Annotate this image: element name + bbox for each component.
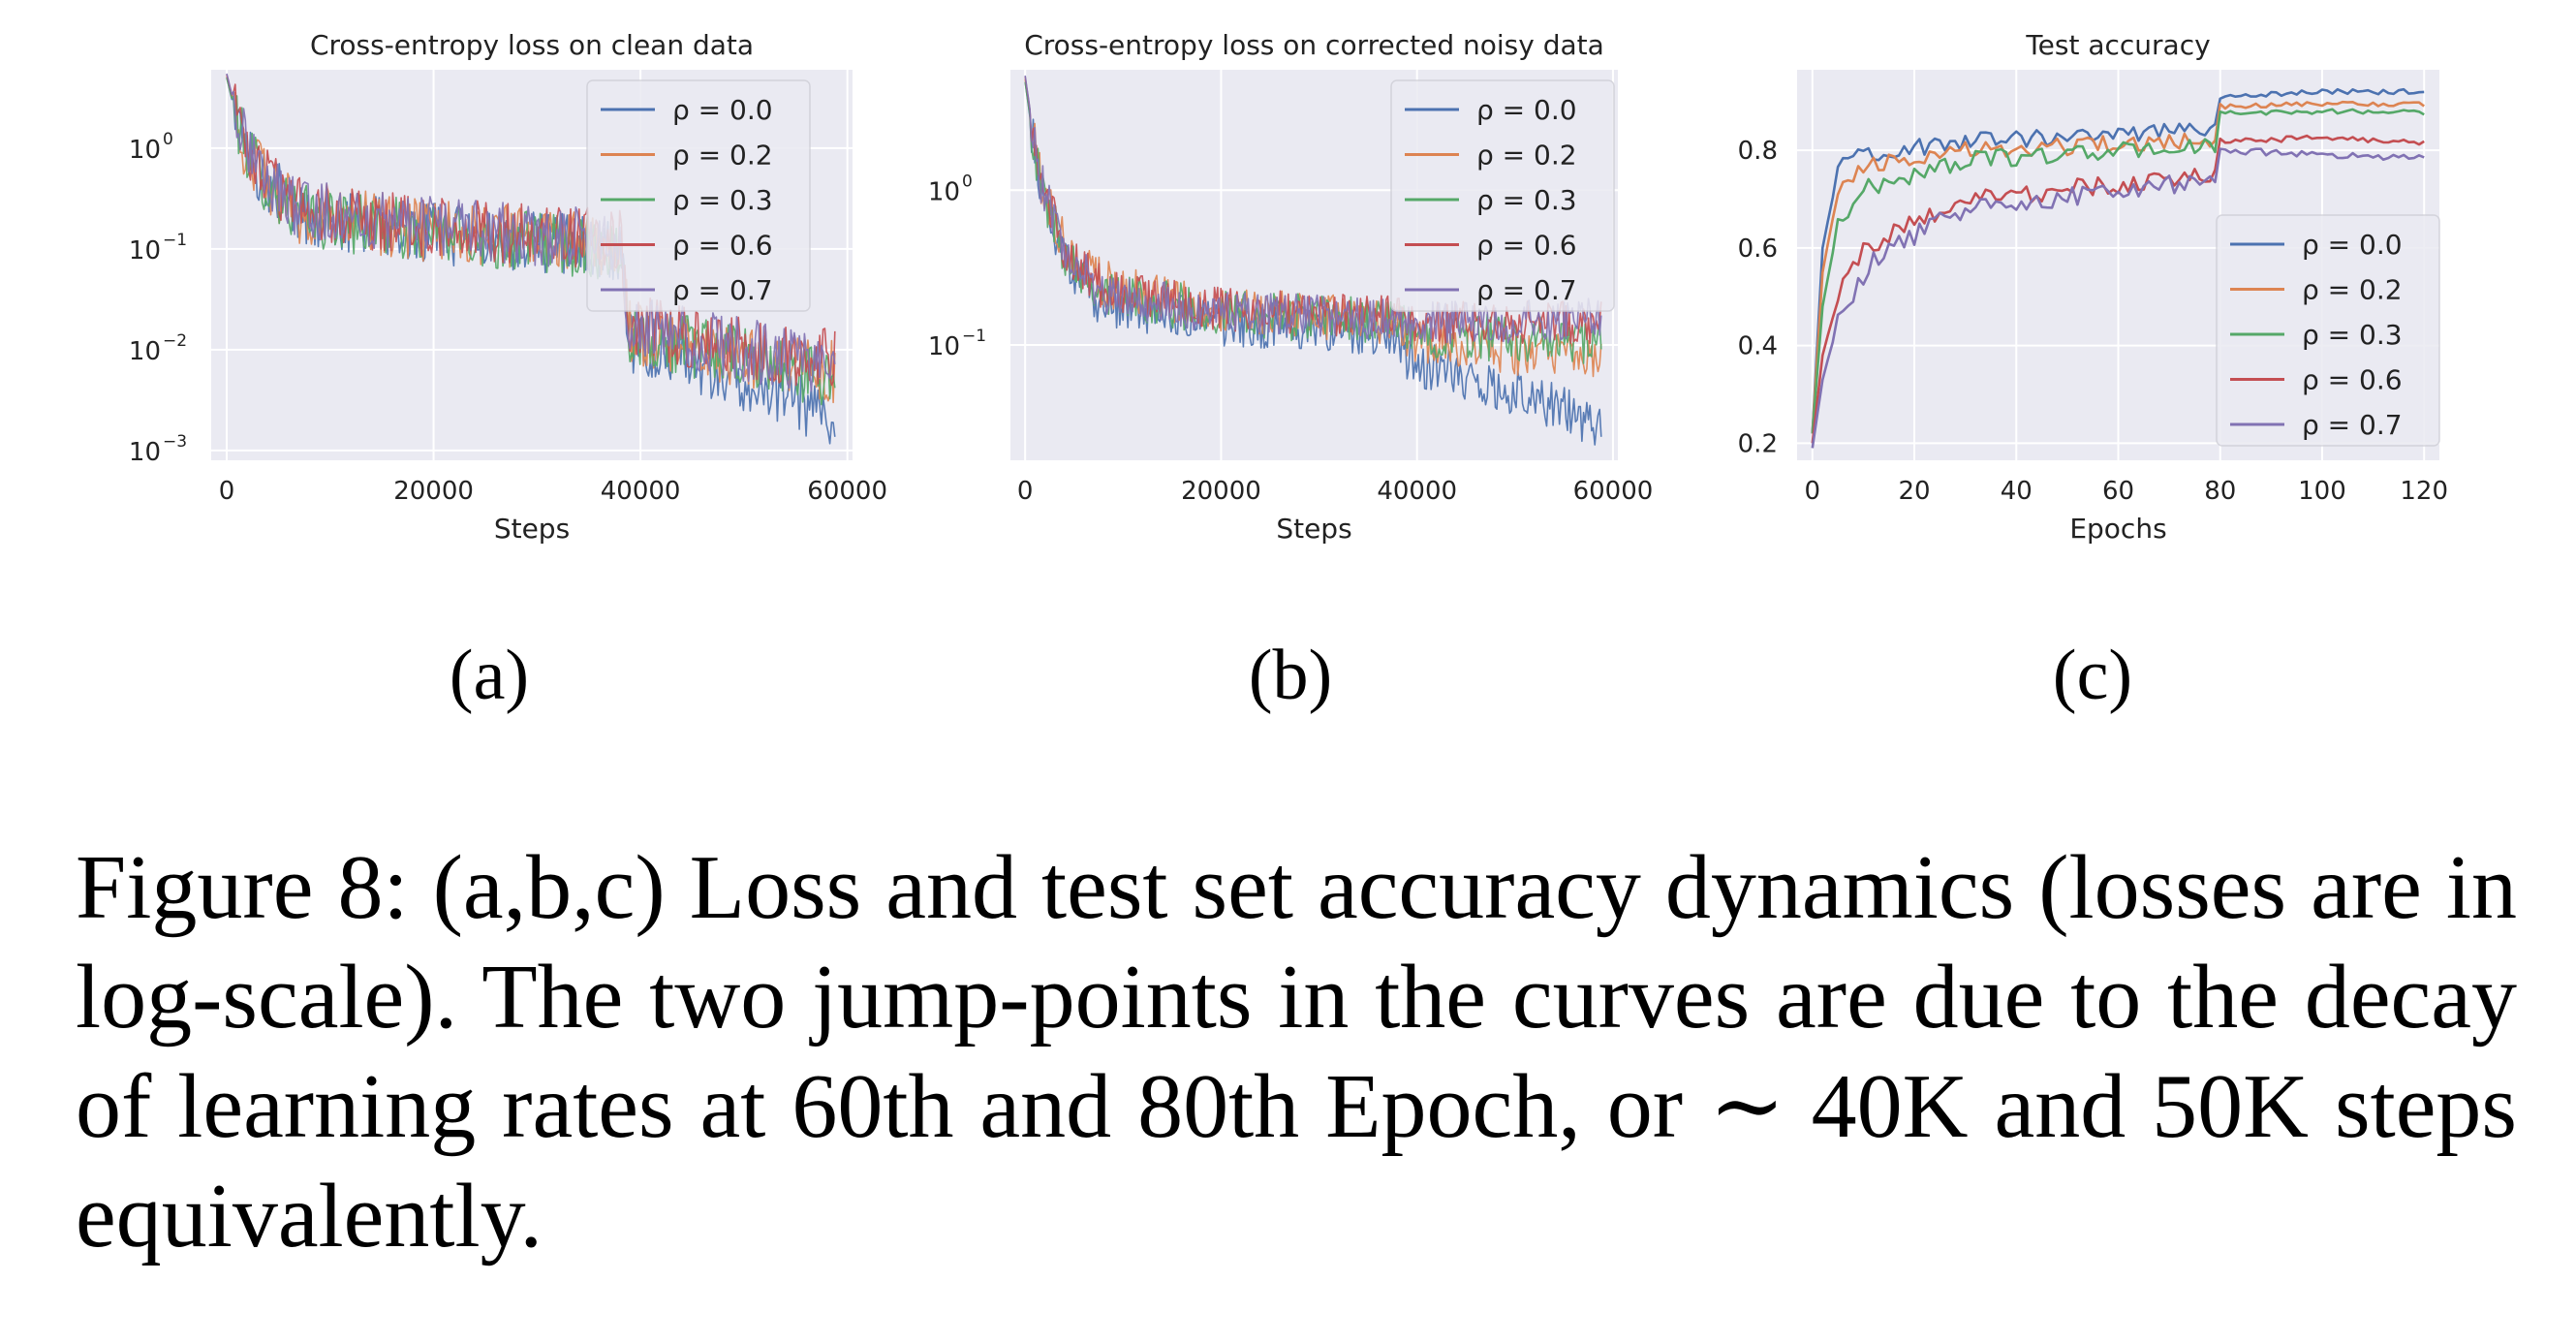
y-tick-label: 0.2 xyxy=(1738,429,1778,458)
y-tick-label: 10 xyxy=(129,236,161,266)
y-tick-exponent: 0 xyxy=(163,130,173,149)
x-tick-label: 40000 xyxy=(1377,477,1457,506)
legend-entry: ρ = 0.3 xyxy=(672,184,773,216)
x-tick-label: 40 xyxy=(2001,477,2033,506)
x-tick-label: 20000 xyxy=(393,477,474,506)
legend-box xyxy=(2216,214,2440,447)
x-tick-label: 20000 xyxy=(1181,477,1261,506)
legend-entry: ρ = 0.0 xyxy=(2302,229,2403,261)
y-tick-exponent: −2 xyxy=(163,331,187,351)
series-line-rho-00 xyxy=(1811,87,2425,434)
series-line-rho-07 xyxy=(1811,147,2425,449)
legend-entry: ρ = 0.2 xyxy=(2302,274,2403,306)
series-line-rho-03 xyxy=(1811,108,2425,434)
x-tick-label: 0 xyxy=(1805,477,1821,506)
x-tick-label: 80 xyxy=(2204,477,2236,506)
legend-entry: ρ = 0.7 xyxy=(672,274,773,306)
y-tick-label: 10 xyxy=(129,337,161,366)
x-tick-label: 120 xyxy=(2400,477,2448,506)
sublabel-a: (a) xyxy=(449,636,530,715)
series-line-rho-07 xyxy=(226,73,836,392)
legend-box xyxy=(1390,79,1615,312)
legend-box xyxy=(586,79,811,312)
y-tick-label: 10 xyxy=(129,136,161,165)
y-tick-label: 0.8 xyxy=(1738,137,1778,166)
legend-entry: ρ = 0.3 xyxy=(2302,319,2403,351)
x-axis-label: Steps xyxy=(1276,513,1351,545)
legend-entry: ρ = 0.6 xyxy=(2302,364,2403,396)
y-tick-label: 0.6 xyxy=(1738,234,1778,264)
x-axis-label: Epochs xyxy=(2069,513,2166,545)
legend-entry: ρ = 0.2 xyxy=(672,140,773,172)
x-tick-label: 20 xyxy=(1898,477,1930,506)
legend-entry: ρ = 0.0 xyxy=(672,94,773,126)
sublabel-c: (c) xyxy=(2052,636,2133,715)
y-tick-exponent: −1 xyxy=(163,231,187,250)
y-tick-label: 10 xyxy=(129,438,161,467)
series-line-rho-07 xyxy=(1024,75,1602,345)
chart-title: Test accuracy xyxy=(2025,29,2210,61)
y-tick-label: 10 xyxy=(928,177,960,206)
chart-title: Cross-entropy loss on corrected noisy da… xyxy=(1024,29,1604,61)
legend-entry: ρ = 0.6 xyxy=(1476,230,1577,262)
x-tick-label: 60 xyxy=(2102,477,2134,506)
sublabel-b: (b) xyxy=(1248,636,1333,715)
x-tick-label: 100 xyxy=(2298,477,2346,506)
x-tick-label: 0 xyxy=(219,477,235,506)
x-axis-label: Steps xyxy=(494,513,570,545)
panel-c-chart: 0 20 40 60 80 100 120 0.2 0.4 0.6 0.8 Test accuracy… xyxy=(1738,29,2448,545)
legend-entry: ρ = 0.7 xyxy=(2302,409,2403,441)
legend-entry: ρ = 0.7 xyxy=(1476,274,1577,306)
legend-entry: ρ = 0.2 xyxy=(1476,140,1577,172)
y-tick-exponent: −1 xyxy=(962,327,986,346)
legend-entry: ρ = 0.6 xyxy=(672,230,773,262)
chart-title: Cross-entropy loss on clean data xyxy=(310,29,754,61)
figure-caption: Figure 8: (a,b,c) Loss and test set accu… xyxy=(76,837,2517,1266)
legend-entry: ρ = 0.0 xyxy=(1476,94,1577,126)
y-tick-exponent: 0 xyxy=(962,172,973,191)
x-tick-label: 60000 xyxy=(807,477,887,506)
x-tick-label: 60000 xyxy=(1573,477,1654,506)
y-tick-exponent: −3 xyxy=(163,432,187,452)
x-tick-label: 0 xyxy=(1017,477,1034,506)
x-tick-label: 40000 xyxy=(601,477,681,506)
y-tick-label: 0.4 xyxy=(1738,332,1778,361)
y-tick-label: 10 xyxy=(928,332,960,361)
legend-entry: ρ = 0.3 xyxy=(1476,184,1577,216)
